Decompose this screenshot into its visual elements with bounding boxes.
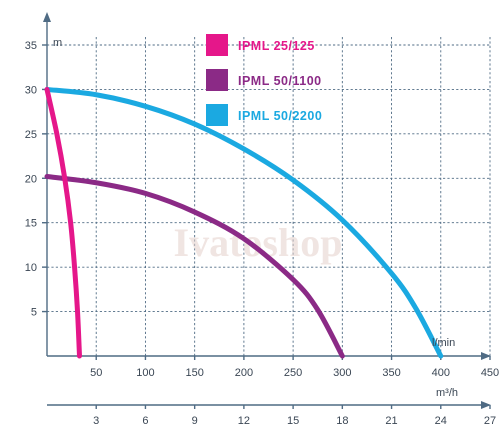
x-tick-label: 350 — [382, 367, 400, 379]
x2-tick-label: 6 — [142, 415, 148, 427]
x2-tick-label: 15 — [287, 415, 299, 427]
x-tick-label: 100 — [136, 367, 154, 379]
x2-tick-label: 24 — [435, 415, 447, 427]
x2-tick-label: 21 — [385, 415, 397, 427]
x-tick-label: 150 — [185, 367, 203, 379]
x2-axis-unit: m³/h — [436, 387, 458, 399]
legend: IPML 25/125 IPML 50/1100 IPML 50/2200 — [206, 34, 322, 126]
y-tick-label: 30 — [25, 84, 37, 96]
legend-label-0: IPML 25/125 — [238, 39, 315, 53]
x-tick-label: 300 — [333, 367, 351, 379]
legend-swatch-2 — [206, 104, 228, 126]
series-curve-2 — [44, 86, 444, 359]
watermark-layer: Ivatoshop — [174, 220, 343, 265]
y-tick-label: 20 — [25, 173, 37, 185]
y-tick-label: 25 — [25, 129, 37, 141]
x2-tick-label: 18 — [336, 415, 348, 427]
watermark-text: Ivatoshop — [174, 220, 343, 265]
x-axis-unit: l/min — [432, 337, 455, 349]
y-tick-label: 5 — [31, 307, 37, 319]
y-tick-label: 10 — [25, 262, 37, 274]
y-axis-arrow — [43, 12, 51, 22]
x2-axis-arrow — [481, 401, 491, 409]
legend-swatch-1 — [206, 69, 228, 91]
series-curve-0 — [44, 86, 82, 359]
x2-tick-label: 9 — [192, 415, 198, 427]
x-tick-label: 450 — [481, 367, 499, 379]
legend-label-2: IPML 50/2200 — [238, 109, 322, 123]
y-axis-unit: m — [53, 37, 62, 49]
x2-tick-label: 12 — [238, 415, 250, 427]
x-tick-label: 250 — [284, 367, 302, 379]
x2-tick-label: 3 — [93, 415, 99, 427]
series-curve-1 — [44, 174, 345, 359]
legend-label-1: IPML 50/1100 — [238, 74, 322, 88]
x-tick-label: 50 — [90, 367, 102, 379]
curve-layer — [44, 86, 444, 359]
x-tick-label: 200 — [235, 367, 253, 379]
grid-layer — [47, 37, 491, 356]
x-tick-label: 400 — [432, 367, 450, 379]
y-tick-label: 35 — [25, 40, 37, 52]
y-tick-label: 15 — [25, 218, 37, 230]
axis-layer: 5 10 15 20 25 30 35 50 100 150 200 250 300 350 400 450 3… — [25, 12, 499, 427]
x2-tick-label: 27 — [484, 415, 496, 427]
x-axis-arrow — [481, 352, 491, 360]
legend-swatch-0 — [206, 34, 228, 56]
